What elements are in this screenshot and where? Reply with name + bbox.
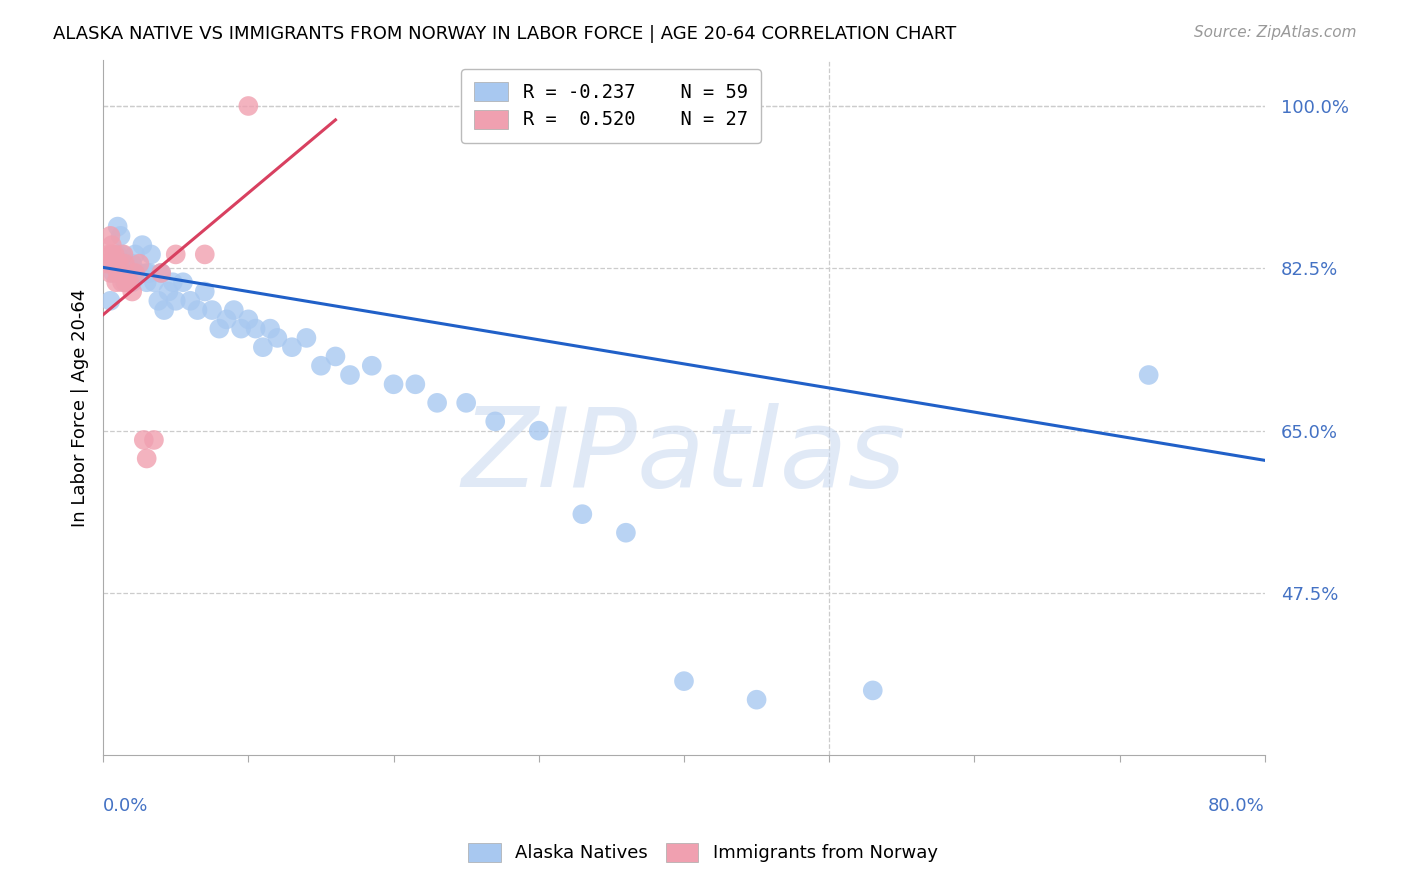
Point (150, 266, 173, 280)
Point (456, 396, 478, 410)
Point (135, 275, 157, 289)
Point (131, 238, 153, 252)
Point (252, 340, 274, 354)
Point (124, 266, 146, 280)
Point (208, 321, 231, 335)
Point (153, 303, 176, 318)
Point (222, 303, 245, 318)
Point (229, 321, 252, 335)
Point (150, 266, 173, 280)
Point (862, 683, 884, 698)
Y-axis label: In Labor Force | Age 20-64: In Labor Force | Age 20-64 (72, 288, 89, 526)
Point (121, 257, 143, 271)
Point (103, 257, 125, 271)
Point (325, 350, 347, 364)
Point (309, 359, 332, 373)
Point (114, 257, 136, 271)
Point (110, 266, 132, 280)
Text: Source: ZipAtlas.com: Source: ZipAtlas.com (1194, 25, 1357, 40)
Point (107, 247, 129, 261)
Text: 80.0%: 80.0% (1208, 797, 1265, 815)
Point (121, 285, 143, 299)
Point (135, 266, 157, 280)
Legend: R = -0.237    N = 59, R =  0.520    N = 27: R = -0.237 N = 59, R = 0.520 N = 27 (461, 69, 761, 143)
Point (360, 359, 382, 373)
Point (165, 293, 187, 308)
Point (179, 293, 201, 308)
Point (201, 303, 224, 318)
Point (672, 674, 695, 689)
Point (139, 247, 162, 261)
Point (745, 692, 768, 706)
Point (111, 247, 134, 261)
Point (117, 257, 139, 271)
Point (527, 424, 550, 438)
Point (132, 433, 155, 447)
Point (121, 275, 143, 289)
Text: ZIPatlas: ZIPatlas (461, 402, 907, 509)
Point (295, 331, 318, 345)
Point (124, 247, 146, 261)
Point (571, 507, 593, 521)
Point (194, 247, 217, 261)
Point (128, 266, 150, 280)
Point (259, 321, 281, 335)
Point (115, 266, 138, 280)
Point (100, 293, 122, 308)
Point (281, 340, 304, 354)
Point (112, 247, 135, 261)
Text: 0.0%: 0.0% (103, 797, 149, 815)
Point (115, 275, 138, 289)
Point (245, 321, 267, 335)
Point (186, 303, 208, 318)
Point (162, 275, 184, 289)
Point (135, 451, 157, 466)
Point (107, 266, 129, 280)
Point (118, 275, 141, 289)
Point (107, 219, 129, 234)
Point (238, 312, 260, 326)
Point (426, 396, 449, 410)
Point (104, 247, 127, 261)
Point (142, 275, 165, 289)
Point (157, 285, 180, 299)
Point (484, 414, 506, 428)
Point (238, 99, 260, 113)
Point (266, 331, 288, 345)
Point (404, 377, 426, 392)
Point (142, 433, 165, 447)
Text: ALASKA NATIVE VS IMMIGRANTS FROM NORWAY IN LABOR FORCE | AGE 20-64 CORRELATION C: ALASKA NATIVE VS IMMIGRANTS FROM NORWAY … (53, 25, 956, 43)
Point (339, 368, 361, 382)
Point (172, 275, 194, 289)
Point (128, 257, 150, 271)
Point (100, 266, 122, 280)
Legend: Alaska Natives, Immigrants from Norway: Alaska Natives, Immigrants from Norway (461, 836, 945, 870)
Point (96, 257, 118, 271)
Point (100, 228, 122, 243)
Point (165, 247, 187, 261)
Point (111, 275, 134, 289)
Point (382, 377, 405, 392)
Point (103, 266, 125, 280)
Point (194, 285, 217, 299)
Point (108, 257, 131, 271)
Point (138, 266, 160, 280)
Point (114, 257, 136, 271)
Point (215, 312, 238, 326)
Point (1137, 368, 1160, 382)
Point (101, 238, 124, 252)
Point (114, 275, 136, 289)
Point (614, 525, 637, 540)
Point (118, 266, 141, 280)
Point (101, 247, 124, 261)
Point (148, 293, 170, 308)
Point (110, 228, 132, 243)
Point (97, 247, 120, 261)
Point (105, 275, 128, 289)
